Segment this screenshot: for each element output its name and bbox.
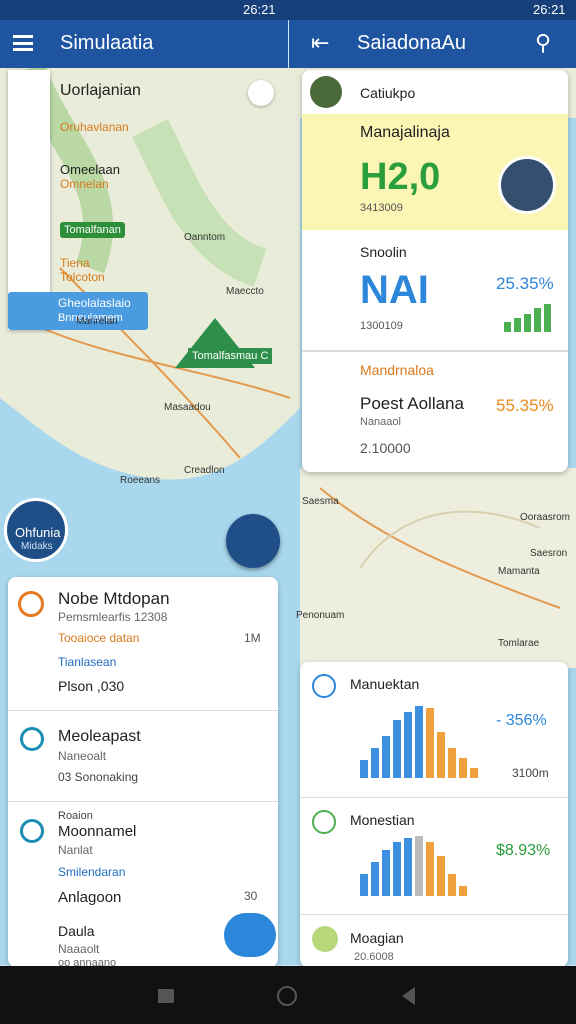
row-line: Plson ,030 bbox=[58, 678, 125, 694]
left-card: Nobe Mtdopan Pemsmlearfis 12308 Tooaioce… bbox=[8, 577, 278, 969]
stat-card[interactable]: Manajalinaja H2,0 3413009 bbox=[302, 114, 568, 230]
icon bbox=[312, 926, 338, 952]
right-cards: Catiukpo Manajalinaja H2,0 3413009 Snool… bbox=[302, 70, 568, 472]
map-label: Penonuam bbox=[296, 610, 345, 621]
map-control[interactable] bbox=[248, 80, 274, 106]
chart-sub: 3100m bbox=[512, 766, 549, 780]
row-title[interactable]: Meoleapast bbox=[58, 728, 141, 745]
side-tag[interactable]: Tomalfanan bbox=[60, 222, 125, 238]
icon bbox=[312, 810, 336, 834]
stat-big: NAI bbox=[360, 268, 429, 312]
stat-big: H2,0 bbox=[360, 156, 441, 198]
stat-percent: 25.35% bbox=[496, 274, 554, 293]
side-item: Gheolalaslaio bbox=[58, 296, 131, 310]
row-line: 03 Sononaking bbox=[58, 770, 139, 784]
avatar bbox=[498, 156, 556, 214]
side-item[interactable]: Omeelaan bbox=[60, 162, 120, 177]
time: 26:21 bbox=[533, 2, 566, 17]
icon bbox=[312, 674, 336, 698]
chart-cards: Manuektan - 356% 3100m Monestian $8.93% … bbox=[300, 662, 568, 967]
row-subtitle: Nanlat bbox=[58, 843, 93, 857]
row-line: Smilendaran bbox=[58, 865, 126, 879]
sparkbars bbox=[504, 304, 551, 332]
back-button[interactable] bbox=[402, 987, 415, 1005]
row-title[interactable]: Moonnamel bbox=[58, 823, 137, 840]
stat-sub: 3413009 bbox=[360, 202, 403, 214]
status-bar: 26:21 26:21 bbox=[0, 0, 576, 20]
map-label: Saesron bbox=[530, 548, 568, 559]
row-line: Tooaioce datan bbox=[58, 631, 140, 645]
map-label: Creadlon bbox=[184, 465, 225, 476]
icon bbox=[20, 819, 44, 843]
map-label: Saesma bbox=[302, 496, 339, 507]
row-line: Anlagoon bbox=[58, 889, 122, 906]
badge-subtitle: Midaks bbox=[21, 541, 53, 552]
map-label: Manrelan bbox=[76, 316, 118, 327]
side-item: Bnneulamem bbox=[58, 312, 123, 324]
row-subtitle: Naneoalt bbox=[58, 749, 107, 763]
stat-sub: 1300109 bbox=[360, 320, 403, 332]
layers-button[interactable] bbox=[226, 514, 280, 568]
row-line: Tianlasean bbox=[58, 655, 117, 669]
map-label: Ooraasrom bbox=[520, 512, 571, 523]
side-item: Omnelan bbox=[60, 177, 109, 191]
mini-chart bbox=[360, 706, 478, 778]
stat-title: Poest Aollana bbox=[360, 394, 464, 413]
menu-button[interactable] bbox=[13, 35, 33, 51]
row-title[interactable]: Nobe Mtdopan bbox=[58, 589, 170, 608]
row-value: 1M bbox=[244, 631, 261, 645]
stat-title: Snoolin bbox=[360, 244, 407, 260]
avatar bbox=[310, 76, 342, 108]
chart-title[interactable]: Monestian bbox=[350, 812, 415, 828]
side-title[interactable]: Uorlajanian bbox=[60, 82, 141, 99]
stat-kicker: Mandrnaloa bbox=[360, 362, 434, 378]
side-item[interactable]: Tiena bbox=[60, 256, 90, 270]
map-label: Tomalfasmau C bbox=[188, 348, 273, 364]
row-title[interactable]: Daula bbox=[58, 923, 95, 939]
stat-card[interactable]: Snoolin NAI 25.35% 1300109 bbox=[302, 232, 568, 348]
side-item[interactable]: Oruhavlanan bbox=[60, 120, 129, 134]
chart-title[interactable]: Manuektan bbox=[350, 676, 420, 692]
badge-title: Ohfunia bbox=[15, 525, 61, 540]
chart-percent: - 356% bbox=[496, 712, 547, 729]
row-subtitle: Pemsmlearfis 12308 bbox=[58, 610, 168, 624]
time: 26:21 bbox=[243, 2, 276, 17]
chart-title[interactable]: Moagian bbox=[350, 930, 404, 946]
fab[interactable] bbox=[224, 913, 276, 957]
chart-sub: 20.6008 bbox=[354, 951, 394, 963]
icon bbox=[20, 727, 44, 751]
app-bar: ⇤ SaiadonaAu ⚲ bbox=[289, 20, 576, 68]
map-label: Tomlarae bbox=[498, 638, 540, 649]
location-badge[interactable]: Ohfunia Midaks bbox=[4, 498, 68, 562]
map-label: Roeeans bbox=[120, 475, 161, 486]
app-title: SaiadonaAu bbox=[357, 32, 466, 54]
back-button[interactable]: ⇤ bbox=[311, 30, 330, 55]
mini-chart bbox=[360, 836, 467, 896]
icon bbox=[18, 591, 44, 617]
map-label: Oanntom bbox=[184, 232, 226, 243]
row-value: 30 bbox=[244, 889, 258, 903]
recents-button[interactable] bbox=[158, 989, 174, 1003]
stat-subtitle: Nanaaol bbox=[360, 416, 401, 428]
row-kicker: Roaion bbox=[58, 810, 93, 822]
row-subtitle: Naaaolt bbox=[58, 942, 100, 956]
map-label: Maeccto bbox=[226, 286, 264, 297]
nav-bar bbox=[0, 966, 576, 1024]
stat-title: Manajalinaja bbox=[360, 124, 450, 141]
header: Catiukpo bbox=[360, 85, 416, 101]
stat-percent: 55.35% bbox=[496, 396, 554, 415]
home-button[interactable] bbox=[277, 986, 297, 1006]
search-button[interactable]: ⚲ bbox=[535, 30, 552, 55]
side-highlight[interactable]: Gheolalaslaio Bnneulamem bbox=[8, 292, 148, 330]
stat-card[interactable]: Mandrnaloa Poest Aollana 55.35% Nanaaol … bbox=[302, 350, 568, 472]
stat-sub: 2.10000 bbox=[360, 440, 411, 456]
map-label: Mamanta bbox=[498, 566, 540, 577]
map-label: Masaadou bbox=[164, 402, 211, 413]
app-bar: Simulaatia bbox=[0, 20, 288, 68]
side-icons bbox=[8, 70, 50, 330]
chart-percent: $8.93% bbox=[496, 842, 551, 859]
app-title: Simulaatia bbox=[60, 32, 154, 54]
side-item: Tolcoton bbox=[60, 270, 105, 284]
